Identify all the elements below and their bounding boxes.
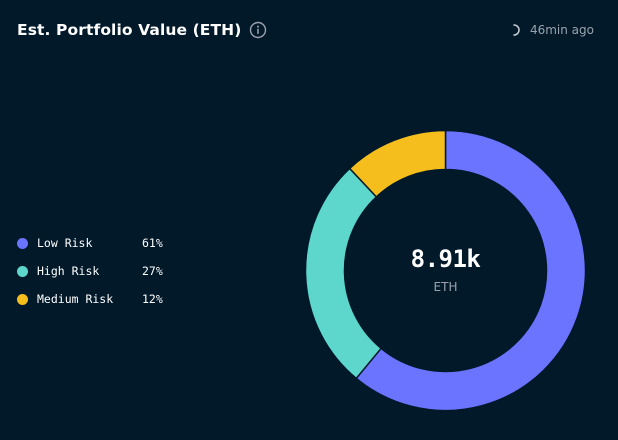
legend-percent: 61%: [142, 236, 163, 250]
donut-svg: [304, 129, 587, 412]
legend-percent: 12%: [142, 292, 163, 306]
legend-item-low-risk: Low Risk 61%: [17, 236, 163, 250]
legend-label: Low Risk: [37, 236, 93, 250]
donut-slice-low-risk[interactable]: [355, 129, 587, 412]
card-title: Est. Portfolio Value (ETH): [17, 21, 242, 39]
legend-percent: 27%: [142, 264, 163, 278]
legend-dot: [17, 293, 28, 305]
legend-label: Medium Risk: [37, 292, 114, 306]
info-icon[interactable]: [249, 21, 267, 39]
donut-chart: 8.91k ETH: [303, 128, 588, 413]
legend-item-medium-risk: Medium Risk 12%: [17, 292, 163, 306]
total-unit: ETH: [433, 280, 458, 294]
donut-slice-high-risk[interactable]: [304, 167, 383, 380]
last-updated-text: 46min ago: [529, 23, 594, 37]
legend-label: High Risk: [37, 264, 100, 278]
spinner-icon: [511, 23, 521, 37]
total-value: 8.91k: [410, 245, 481, 273]
legend-dot: [17, 265, 28, 277]
risk-legend: Low Risk 61% High Risk 27% Medium Risk 1…: [17, 236, 163, 306]
legend-dot: [17, 237, 28, 249]
card-header: Est. Portfolio Value (ETH): [17, 21, 267, 39]
legend-item-high-risk: High Risk 27%: [17, 264, 163, 278]
last-updated: 46min ago: [511, 23, 594, 37]
donut-slice-medium-risk[interactable]: [348, 129, 447, 198]
